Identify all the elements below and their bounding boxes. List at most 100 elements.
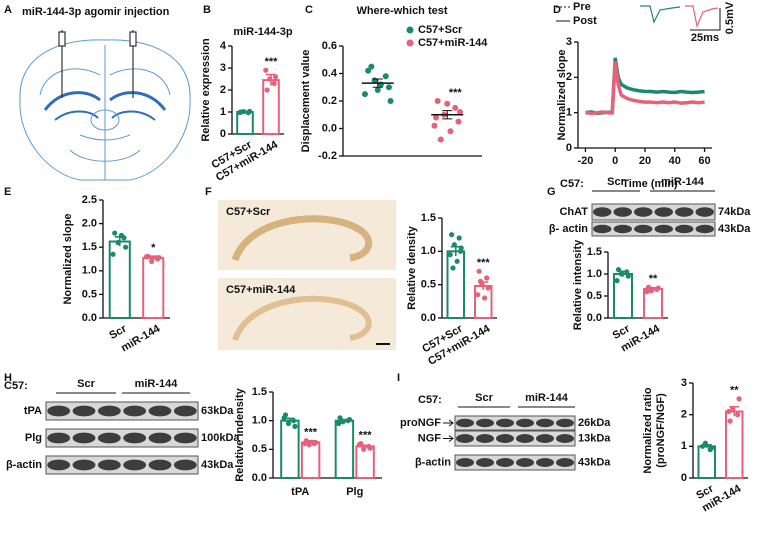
error-bar: [648, 286, 658, 291]
error-bar: [305, 439, 316, 445]
blot-band: [476, 458, 494, 467]
y-tick-label: 0.5: [82, 288, 97, 300]
blot-band: [47, 459, 71, 471]
blot-band: [456, 418, 474, 428]
blot-band: [695, 207, 714, 217]
blot-row-label: Plg: [25, 432, 42, 444]
error-bar: [372, 78, 383, 88]
data-line: [585, 57, 705, 116]
data-point: [475, 292, 481, 298]
data-point: [449, 232, 455, 238]
error-bar: [284, 417, 295, 423]
blot-band: [496, 458, 514, 467]
error-bar: [618, 270, 628, 277]
data-point: [237, 109, 243, 116]
blot-row-label: β-actin: [415, 456, 451, 468]
blot-band: [123, 405, 147, 417]
blot-band: [496, 434, 514, 443]
data-point: [625, 273, 631, 279]
y-tick-label: 2: [220, 84, 226, 96]
data-point: [385, 84, 392, 91]
data-point: [387, 98, 394, 104]
blot-row-label: ChAT: [559, 206, 588, 218]
blot-band: [556, 418, 574, 428]
y-tick-label: 0.0: [421, 312, 436, 324]
error-bar: [148, 255, 159, 260]
significance: ***: [449, 87, 463, 99]
data-point: [264, 87, 270, 93]
data-point: [736, 396, 742, 402]
panel-letter: G: [547, 186, 556, 198]
syringes: [58, 30, 137, 98]
blot-band: [476, 418, 494, 428]
bar: [474, 285, 493, 319]
blot-band: [123, 432, 147, 444]
data-point: [368, 63, 375, 70]
y-tick-label: 1.0: [587, 268, 602, 280]
data-point: [433, 114, 440, 121]
y-tick-label: 3: [681, 377, 687, 389]
error-bar: [442, 110, 453, 120]
blot-band: [536, 434, 554, 443]
data-point: [263, 67, 269, 73]
blot-band: [613, 224, 632, 234]
y-tick-label: 1.5: [252, 386, 267, 398]
blot-band: [148, 459, 172, 471]
legend-marker: [406, 26, 414, 34]
blot-size: 13kDa: [578, 432, 611, 444]
blot-band: [675, 224, 694, 234]
data-point: [476, 268, 482, 274]
panel-letter: D: [553, 4, 561, 16]
blot-band: [456, 434, 474, 443]
blot-band: [72, 432, 96, 444]
y-tick-label: 0.5: [587, 290, 602, 302]
y-tick-label: 0: [681, 472, 687, 484]
panel-title: miR-144-3p agomir injection: [22, 6, 170, 18]
blot-size: 43kDa: [718, 223, 751, 235]
y-tick-label: 1.0: [252, 415, 267, 427]
y-axis-label: Relative indensity: [234, 387, 246, 481]
error-bar: [114, 236, 125, 247]
blot-group: Scr: [77, 378, 95, 390]
blot-group: miR-144: [525, 392, 569, 404]
data-point: [112, 230, 118, 236]
error-bar: [478, 281, 489, 290]
blot-row-label: tPA: [24, 405, 42, 417]
data-point: [455, 118, 462, 125]
blot-band: [634, 207, 653, 217]
y-axis-label: Normalized slope: [556, 49, 568, 140]
y-axis-label: Relative density: [406, 225, 418, 310]
blot-band: [173, 459, 197, 471]
y-axis-label: Normalized slope: [62, 213, 74, 304]
y-tick-label: 1.0: [421, 245, 436, 257]
data-point: [482, 295, 488, 301]
y-axis-label: Relative intensity: [572, 239, 584, 330]
x-tick-label: 20: [639, 155, 651, 167]
blot-band: [123, 459, 147, 471]
y-tick-label: 0.6: [322, 40, 337, 52]
y-tick-label: 0.5: [252, 443, 267, 455]
data-point: [335, 420, 342, 427]
data-point: [437, 136, 444, 143]
error-bar: [240, 110, 250, 113]
chart-title: Where-which test: [356, 5, 447, 17]
blot-band: [516, 458, 534, 467]
error-bar: [360, 444, 371, 448]
y-tick-label: 0.2: [322, 95, 337, 107]
legend-label: C57+miR-144: [418, 37, 488, 49]
data-point: [447, 128, 454, 135]
data-point: [434, 98, 441, 104]
x-tick-label: tPA: [291, 486, 309, 498]
y-axis-label: Relative expression: [200, 38, 212, 142]
data-point: [708, 445, 715, 451]
blot-size: 26kDa: [578, 417, 611, 429]
data-point: [367, 445, 373, 451]
arrow: [443, 435, 454, 442]
data-point: [456, 235, 462, 241]
x-tick-label: miR-144: [119, 322, 163, 354]
data-point: [484, 275, 490, 281]
data-point: [346, 416, 353, 423]
image-label: C57+Scr: [226, 206, 271, 218]
scale-label: 0.5mV: [724, 1, 736, 34]
